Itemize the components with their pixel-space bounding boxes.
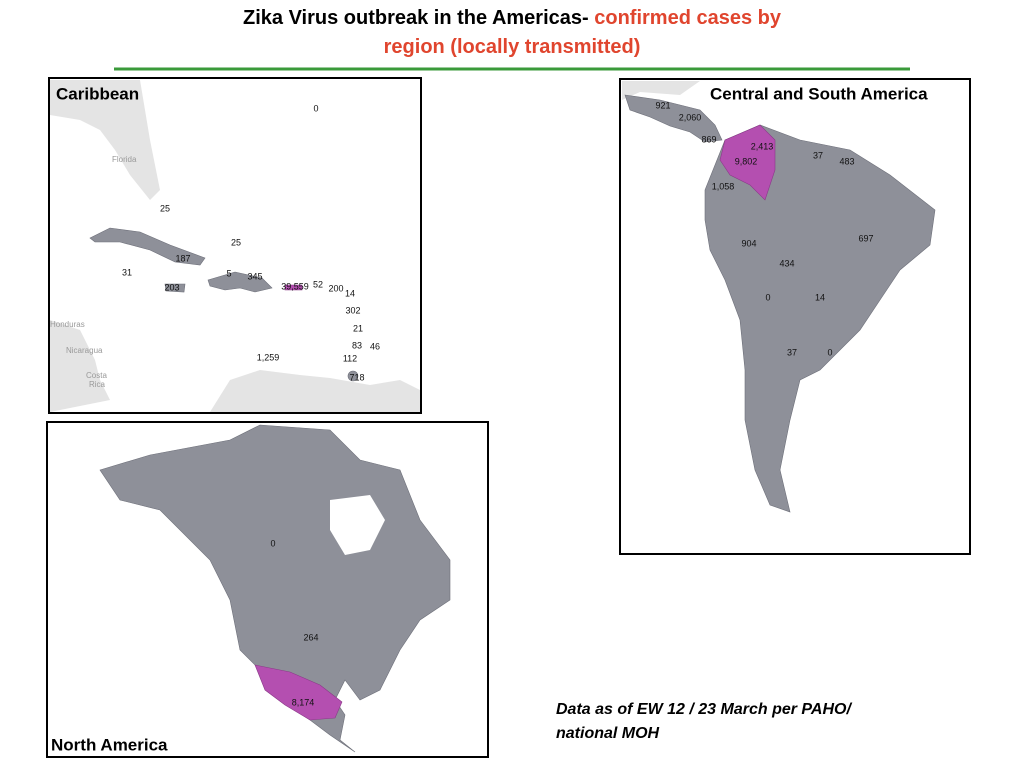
- cuba: [89, 227, 206, 266]
- case-count: 52: [313, 279, 323, 289]
- case-count: 9,802: [735, 156, 758, 166]
- land: [50, 320, 110, 412]
- south-america-map: [619, 78, 971, 555]
- case-count: 25: [231, 237, 241, 247]
- hispaniola: [207, 271, 273, 293]
- caribbean-map: [48, 77, 422, 414]
- place-name: Rica: [89, 380, 106, 389]
- case-count: 904: [741, 238, 756, 248]
- case-count: 25: [160, 203, 170, 213]
- case-count: 187: [175, 253, 190, 263]
- title: Zika Virus outbreak in the Americas- con…: [243, 7, 782, 29]
- case-count: 0: [765, 292, 770, 302]
- jamaica: [164, 283, 186, 293]
- land: [50, 80, 160, 200]
- place-name: Costa: [86, 371, 107, 380]
- case-count: 0: [270, 538, 275, 548]
- case-count: 0: [827, 347, 832, 357]
- case-count: 5: [226, 268, 231, 278]
- case-count: 83: [352, 340, 362, 350]
- case-count: 0: [313, 103, 318, 113]
- footnote: Data as of EW 12 / 23 March per PAHO/: [556, 701, 852, 718]
- case-count: 2,060: [679, 112, 702, 122]
- case-count: 345: [247, 271, 262, 281]
- case-count: 46: [370, 341, 380, 351]
- land: [210, 370, 420, 412]
- central-america: [624, 94, 723, 143]
- region-name: North America: [51, 735, 168, 754]
- place-name: Honduras: [50, 320, 85, 329]
- mexico: [254, 664, 343, 721]
- land: [622, 81, 700, 100]
- colombia: [719, 124, 776, 201]
- case-count: 697: [858, 233, 873, 243]
- region-name: Caribbean: [56, 84, 139, 103]
- case-count: 869: [701, 134, 716, 144]
- title-highlight: confirmed cases by: [594, 7, 782, 29]
- case-count: 37: [787, 347, 797, 357]
- case-count: 31: [122, 267, 132, 277]
- case-count: 200: [328, 283, 343, 293]
- case-count: 483: [839, 156, 854, 166]
- case-count: 1,259: [257, 352, 280, 362]
- footnote: national MOH: [556, 725, 660, 742]
- case-count: 14: [815, 292, 825, 302]
- case-count: 203: [164, 282, 179, 292]
- case-count: 2,413: [751, 141, 774, 151]
- case-count: 14: [345, 288, 355, 298]
- puerto-rico: [284, 284, 303, 291]
- case-count: 21: [353, 323, 363, 333]
- region-name: Central and South America: [710, 84, 928, 103]
- title-main: Zika Virus outbreak in the Americas-: [243, 7, 589, 29]
- case-count: 921: [655, 100, 670, 110]
- place-name: Nicaragua: [66, 346, 103, 355]
- case-count: 1,058: [712, 181, 735, 191]
- case-count: 302: [345, 305, 360, 315]
- case-count: 718: [349, 372, 364, 382]
- case-count: 8,174: [292, 697, 315, 707]
- south-america: [704, 124, 936, 513]
- hudson-bay: [330, 495, 385, 555]
- title-highlight: region (locally transmitted): [384, 36, 641, 58]
- case-count: 37: [813, 150, 823, 160]
- case-count: 112: [343, 353, 357, 363]
- place-name: Florida: [112, 155, 137, 164]
- case-count: 434: [779, 258, 794, 268]
- case-count: 264: [303, 632, 318, 642]
- trinidad: [347, 370, 359, 382]
- case-count: 39,559: [281, 281, 309, 291]
- north-america-map: [46, 421, 489, 758]
